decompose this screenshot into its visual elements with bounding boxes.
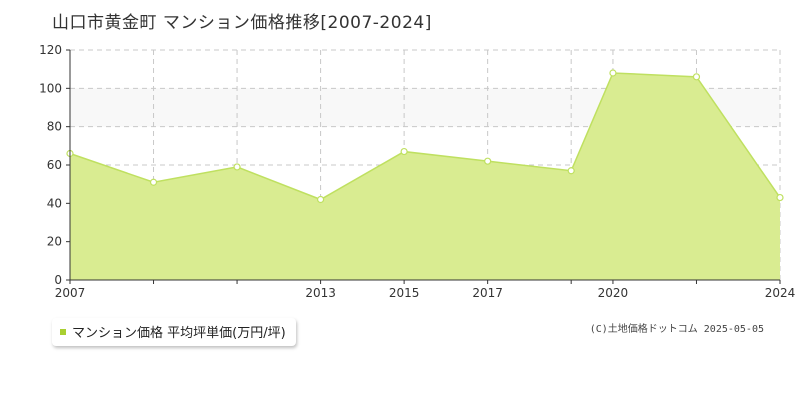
y-tick-label: 20 bbox=[47, 235, 62, 249]
copyright-notice: (C)土地価格ドットコム 2025-05-05 bbox=[589, 324, 764, 335]
x-tick-label: 2020 bbox=[598, 286, 629, 300]
data-point bbox=[484, 157, 492, 165]
legend-marker bbox=[60, 328, 66, 335]
data-point bbox=[567, 167, 575, 175]
x-tick-label: 2017 bbox=[472, 286, 503, 300]
data-point bbox=[149, 178, 158, 186]
data-point bbox=[609, 69, 617, 77]
data-point bbox=[316, 195, 325, 204]
x-tick-label: 2015 bbox=[389, 286, 420, 300]
data-point bbox=[692, 73, 701, 81]
y-tick-label: 120 bbox=[39, 43, 62, 57]
series-area bbox=[70, 73, 780, 280]
data-point bbox=[400, 147, 408, 156]
data-point bbox=[776, 193, 784, 202]
y-tick-label: 80 bbox=[47, 120, 62, 134]
series-line bbox=[69, 72, 781, 201]
x-tick-label: 2007 bbox=[55, 286, 86, 300]
x-tick-label: 2013 bbox=[305, 286, 336, 300]
legend: マンション価格 平均坪単価(万円/坪) bbox=[52, 318, 296, 346]
x-tick-label: 2024 bbox=[765, 286, 796, 300]
y-tick-label: 60 bbox=[47, 158, 62, 172]
y-tick-label: 40 bbox=[47, 196, 62, 210]
y-tick-label: 0 bbox=[54, 273, 62, 287]
y-tick-label: 100 bbox=[39, 81, 62, 95]
data-point bbox=[233, 163, 241, 171]
legend-label: マンション価格 平均坪単価(万円/坪) bbox=[72, 326, 286, 341]
chart-title: 山口市黄金町 マンション価格推移[2007-2024] bbox=[52, 13, 432, 33]
